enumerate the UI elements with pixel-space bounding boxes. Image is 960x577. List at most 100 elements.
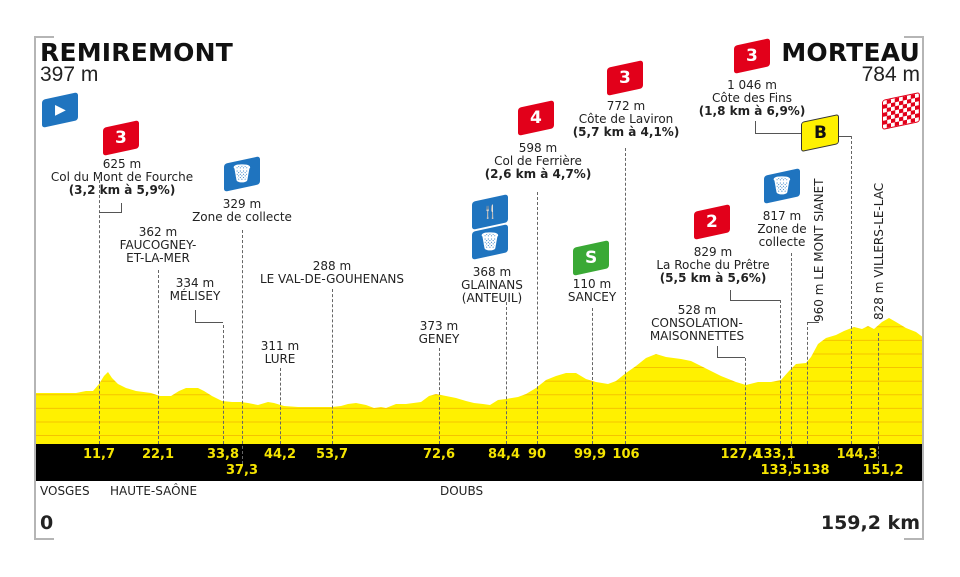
town-label: 362 m FAUCOGNEY- ET-LA-MER: [120, 226, 197, 265]
climb-detail: (3,2 km à 5,9%): [68, 183, 176, 197]
km-marker: 37,3: [225, 463, 259, 478]
town-label: 288 m LE VAL-DE-GOUHENANS: [260, 260, 404, 286]
km-marker: 22,1: [141, 447, 175, 462]
km-marker: 138: [802, 463, 830, 478]
service-name: GLAINANS: [461, 278, 523, 292]
marker-line: [807, 322, 808, 444]
waste-zone-icon: 🗑: [472, 224, 508, 260]
frame-corner: [904, 538, 924, 540]
marker-line: [791, 253, 792, 464]
connector: [121, 203, 122, 213]
town-name: MÉLISEY: [169, 289, 221, 303]
town-label: 528 m CONSOLATION- MAISONNETTES: [650, 304, 744, 343]
finish-altitude: 784 m: [861, 63, 920, 86]
climb-detail: (2,6 km à 4,7%): [484, 167, 592, 181]
sprint-name: SANCEY: [567, 290, 617, 304]
bonus-label: 960 m LE MONT SIANET: [812, 178, 826, 322]
climb-detail: (1,8 km à 6,9%): [698, 104, 806, 118]
town-altitude: 373 m: [419, 319, 459, 333]
marker-line: [223, 325, 224, 444]
service-altitude: 817 m: [762, 209, 802, 223]
frame-right: [922, 36, 924, 540]
climb-name: Col de Ferrière: [494, 154, 582, 168]
town-label: 828 m VILLERS-LE-LAC: [872, 182, 886, 320]
km-marker: 99,9: [573, 447, 607, 462]
connector: [730, 300, 780, 301]
climb-altitude: 829 m: [693, 245, 733, 259]
bonus-icon: B: [801, 113, 839, 153]
finish-city: MORTEAU: [781, 38, 920, 67]
start-altitude: 397 m: [40, 63, 99, 86]
km-marker: 127,4: [720, 447, 762, 462]
marker-line: [780, 300, 781, 444]
marker-line: [242, 230, 243, 464]
service-name: Zone de: [757, 222, 807, 236]
town-altitude: 362 m: [138, 225, 178, 239]
finish-flag-icon: [882, 91, 920, 131]
km-marker: 144,3: [836, 447, 878, 462]
climb-name: Col du Mont de Fourche: [50, 170, 194, 184]
climb-category-flag: 4: [518, 100, 554, 136]
town-name: ET-LA-MER: [126, 251, 190, 265]
connector: [838, 136, 851, 137]
climb-label: 625 m Col du Mont de Fourche (3,2 km à 5…: [51, 158, 193, 197]
marker-line: [506, 302, 507, 444]
connector: [99, 212, 121, 213]
connector: [195, 322, 223, 323]
climb-label: 598 m Col de Ferrière (2,6 km à 4,7%): [485, 142, 592, 181]
frame-corner: [34, 538, 54, 540]
climb-altitude: 772 m: [606, 99, 646, 113]
marker-line: [280, 368, 281, 444]
marker-line: [99, 180, 100, 444]
climb-label: 772 m Côte de Laviron (5,7 km à 4,1%): [573, 100, 680, 139]
connector: [717, 357, 745, 358]
marker-line: [592, 308, 593, 444]
marker-line: [878, 333, 879, 464]
climb-name: Côte des Fins: [712, 91, 792, 105]
marker-line: [332, 289, 333, 444]
service-name: collecte: [758, 235, 806, 249]
waste-zone-icon: 🗑: [224, 156, 260, 192]
climb-altitude: 598 m: [518, 141, 558, 155]
km-marker: 53,7: [315, 447, 349, 462]
connector: [755, 121, 756, 133]
climb-label: 1 046 m Côte des Fins (1,8 km à 6,9%): [699, 79, 806, 118]
service-altitude: 368 m: [472, 265, 512, 279]
connector: [717, 346, 718, 357]
km-marker: 133,5: [760, 463, 802, 478]
town-altitude: 311 m: [260, 339, 300, 353]
climb-name: La Roche du Prêtre: [656, 258, 770, 272]
frame-corner: [34, 36, 54, 38]
waste-zone-icon: 🗑: [764, 168, 800, 204]
km-marker: 33,8: [206, 447, 240, 462]
climb-category-flag: 3: [607, 60, 643, 96]
service-label: 368 m GLAINANS (ANTEUIL): [461, 266, 523, 305]
town-altitude: 528 m: [677, 303, 717, 317]
total-distance: 159,2 km: [820, 512, 920, 534]
service-name: Zone de collecte: [192, 210, 292, 224]
town-name: LE VAL-DE-GOUHENANS: [259, 272, 405, 286]
start-distance: 0: [40, 512, 54, 534]
marker-line: [537, 192, 538, 444]
town-name: FAUCOGNEY-: [119, 238, 197, 252]
town-name: LURE: [264, 352, 296, 366]
marker-line: [158, 270, 159, 444]
service-altitude: 329 m: [222, 197, 262, 211]
start-city: REMIREMONT: [40, 38, 233, 67]
town-label: 373 m GENEY: [419, 320, 460, 346]
km-marker: 44,2: [263, 447, 297, 462]
elevation-profile: [36, 318, 922, 444]
sprint-icon: S: [573, 240, 609, 276]
department-label: DOUBS: [440, 484, 484, 498]
km-marker: 72,6: [422, 447, 456, 462]
km-marker: 106: [612, 447, 640, 462]
connector: [730, 290, 731, 300]
service-label: 817 m Zone de collecte: [757, 210, 806, 249]
start-flag-icon: ▶: [42, 92, 78, 128]
climb-detail: (5,7 km à 4,1%): [572, 125, 680, 139]
department-label: HAUTE-SAÔNE: [110, 484, 198, 498]
climb-category-flag: 2: [694, 204, 730, 240]
town-name: GENEY: [418, 332, 460, 346]
marker-line: [439, 348, 440, 444]
service-label: 329 m Zone de collecte: [192, 198, 292, 224]
